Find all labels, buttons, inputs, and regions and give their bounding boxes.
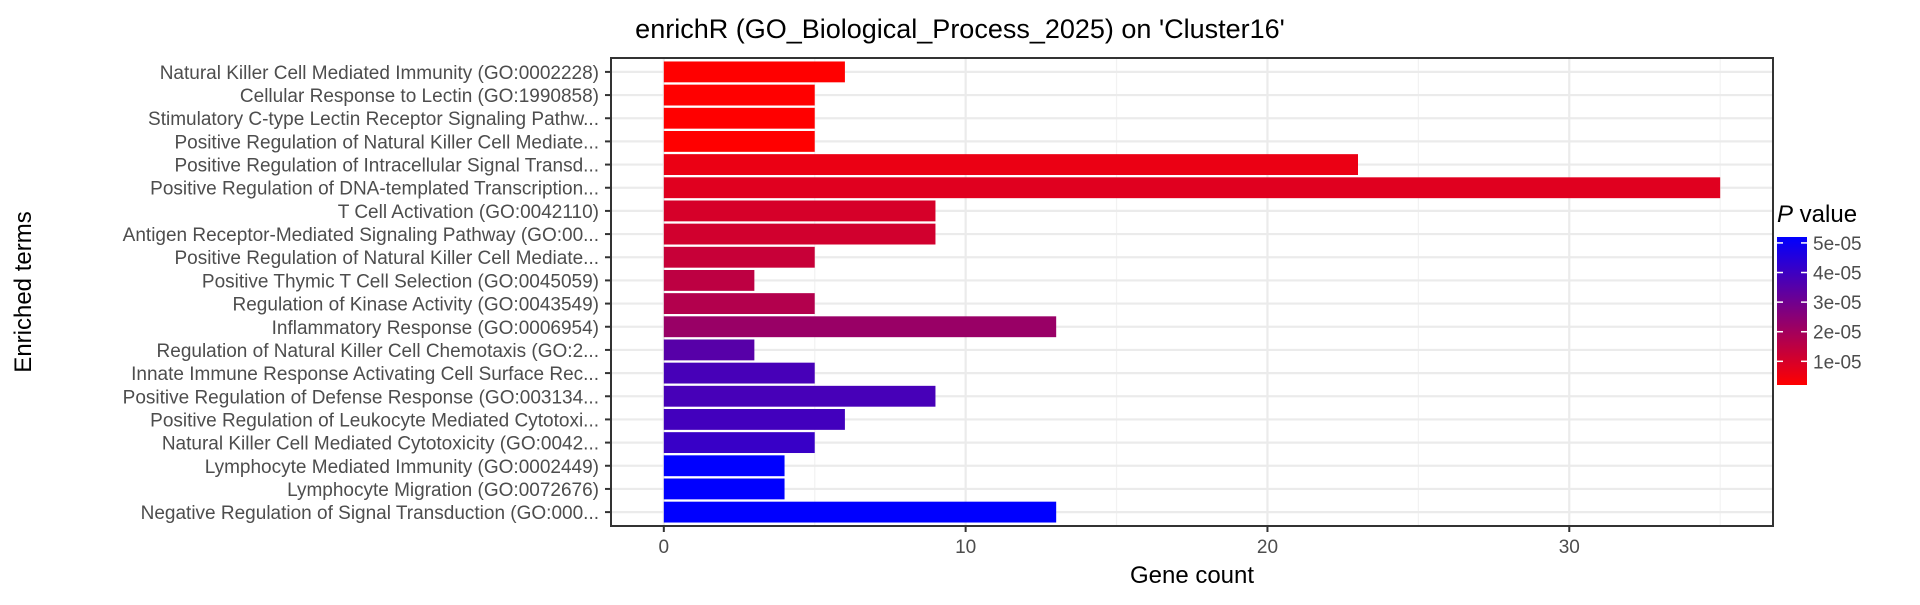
y-tick-label: Regulation of Kinase Activity (GO:004354… xyxy=(233,295,599,316)
y-tick-label: Positive Regulation of Defense Response … xyxy=(123,387,599,408)
legend-tick-label: 5e-05 xyxy=(1813,234,1862,255)
bar xyxy=(663,154,1358,175)
y-tick-label: T Cell Activation (GO:0042110) xyxy=(338,202,599,223)
panel-border xyxy=(610,57,1774,527)
bar xyxy=(663,293,815,315)
bar xyxy=(663,478,785,500)
x-axis-label: Gene count xyxy=(1130,562,1254,589)
bar xyxy=(663,501,1057,523)
bar xyxy=(663,269,755,291)
x-tick-label: 20 xyxy=(1257,537,1278,558)
y-axis-label: Enriched terms xyxy=(10,211,37,372)
bar xyxy=(663,362,815,384)
bar xyxy=(663,246,815,268)
bar xyxy=(663,177,1721,199)
legend-tick-label: 3e-05 xyxy=(1813,293,1862,314)
legend-ticks: 5e-05 4e-05 3e-05 2e-05 1e-05 xyxy=(1777,234,1862,373)
x-tick-label: 10 xyxy=(955,537,976,558)
bar xyxy=(663,455,785,477)
bar xyxy=(663,316,1057,338)
y-tick-label: Regulation of Natural Killer Cell Chemot… xyxy=(157,341,599,362)
legend-tick-label: 2e-05 xyxy=(1813,323,1862,344)
y-tick-label: Positive Thymic T Cell Selection (GO:004… xyxy=(202,271,599,292)
y-tick-label: Natural Killer Cell Mediated Immunity (G… xyxy=(160,63,599,84)
legend-title: P value xyxy=(1777,201,1857,228)
y-tick-label: Positive Regulation of DNA-templated Tra… xyxy=(150,179,599,200)
y-tick-label: Inflammatory Response (GO:0006954) xyxy=(272,318,599,339)
x-tick-label: 0 xyxy=(659,537,670,558)
bar xyxy=(663,432,815,454)
y-tick-label: Cellular Response to Lectin (GO:1990858) xyxy=(240,86,599,107)
bar xyxy=(663,107,815,129)
y-tick-label: Positive Regulation of Intracellular Sig… xyxy=(174,156,599,177)
chart-title: enrichR (GO_Biological_Process_2025) on … xyxy=(635,14,1285,44)
y-tick-label: Antigen Receptor-Mediated Signaling Path… xyxy=(123,225,599,246)
y-tick-label: Natural Killer Cell Mediated Cytotoxicit… xyxy=(162,434,599,455)
legend-title-italic: P xyxy=(1777,201,1793,228)
y-tick-label: Positive Regulation of Natural Killer Ce… xyxy=(174,248,599,269)
bar xyxy=(663,61,845,83)
y-tick-label: Positive Regulation of Natural Killer Ce… xyxy=(174,132,599,153)
bar xyxy=(663,130,815,152)
y-tick-label: Negative Regulation of Signal Transducti… xyxy=(141,503,599,524)
bar xyxy=(663,385,936,407)
x-axis: 0 10 20 30 xyxy=(659,526,1580,558)
legend-tick-label: 1e-05 xyxy=(1813,352,1862,373)
bar xyxy=(663,409,845,430)
bars-layer xyxy=(663,61,1721,523)
bar xyxy=(663,84,815,106)
legend: P value 5e-05 4e-05 3e-05 2e-05 1e-05 xyxy=(1777,201,1862,385)
y-tick-label: Stimulatory C-type Lectin Receptor Signa… xyxy=(148,109,599,130)
bar xyxy=(663,223,936,245)
y-tick-label: Lymphocyte Mediated Immunity (GO:0002449… xyxy=(205,457,599,478)
legend-tick-label: 4e-05 xyxy=(1813,264,1862,285)
y-tick-label: Lymphocyte Migration (GO:0072676) xyxy=(287,480,599,501)
y-tick-label: Innate Immune Response Activating Cell S… xyxy=(131,364,599,385)
y-axis: Natural Killer Cell Mediated Immunity (G… xyxy=(123,63,611,524)
legend-title-rest: value xyxy=(1793,201,1857,228)
x-tick-label: 30 xyxy=(1559,537,1580,558)
bar xyxy=(663,339,755,361)
y-tick-label: Positive Regulation of Leukocyte Mediate… xyxy=(150,410,599,431)
legend-colorbar xyxy=(1777,237,1807,385)
bar xyxy=(663,200,936,222)
